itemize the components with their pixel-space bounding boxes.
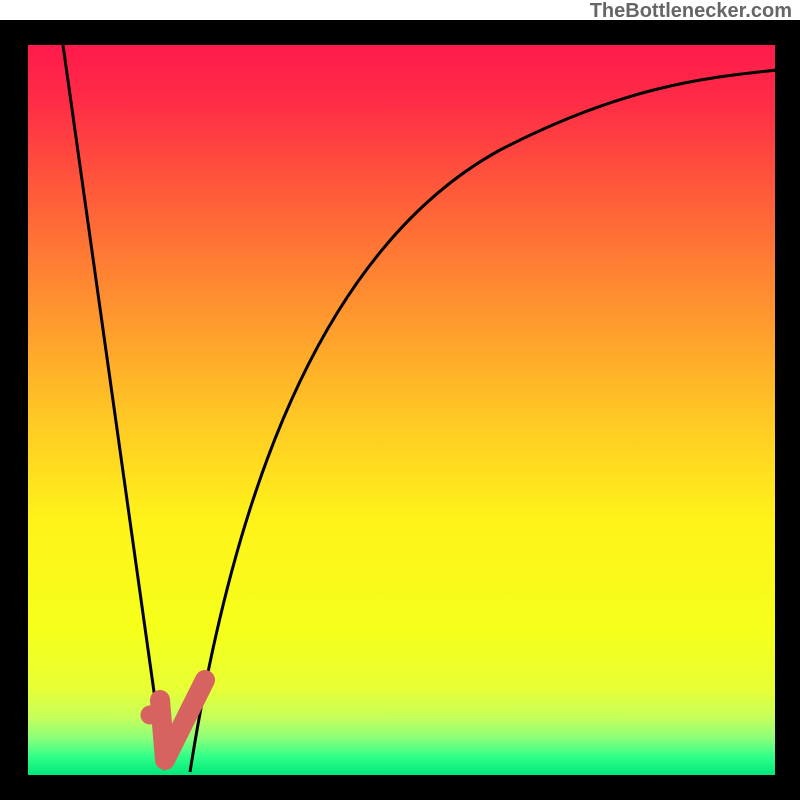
frame-border-top xyxy=(0,20,800,45)
frame-border-bottom xyxy=(0,775,800,800)
marker-dot xyxy=(141,706,160,725)
chart-svg xyxy=(0,0,800,800)
chart-root: TheBottlenecker.com xyxy=(0,0,800,800)
frame-border-left xyxy=(0,20,28,800)
gradient-background xyxy=(28,45,775,775)
frame-border-right xyxy=(775,20,800,800)
